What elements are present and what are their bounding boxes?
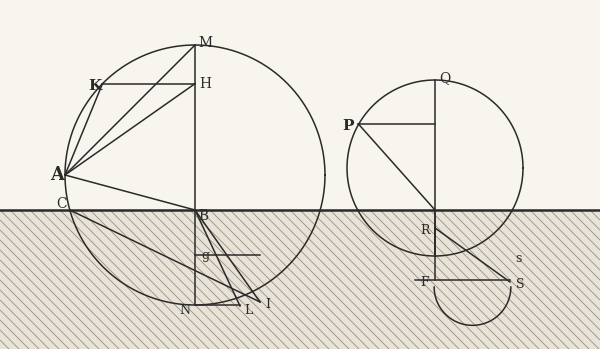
- Text: s: s: [515, 252, 521, 265]
- Text: H: H: [199, 77, 211, 91]
- Text: g: g: [201, 248, 209, 261]
- Text: P: P: [343, 119, 354, 133]
- Text: S: S: [516, 277, 524, 290]
- Text: N: N: [179, 304, 191, 318]
- Bar: [0, 0, 600, 210]
- Text: C: C: [56, 197, 67, 211]
- Text: B: B: [198, 209, 208, 223]
- Text: M: M: [198, 36, 212, 50]
- Text: F: F: [421, 275, 430, 289]
- Text: I: I: [265, 297, 271, 311]
- Bar: [0, 210, 600, 349]
- Text: Q: Q: [439, 71, 451, 85]
- Text: L: L: [244, 304, 252, 317]
- Text: K: K: [88, 79, 101, 93]
- Text: A: A: [50, 166, 64, 184]
- Text: R: R: [420, 223, 430, 237]
